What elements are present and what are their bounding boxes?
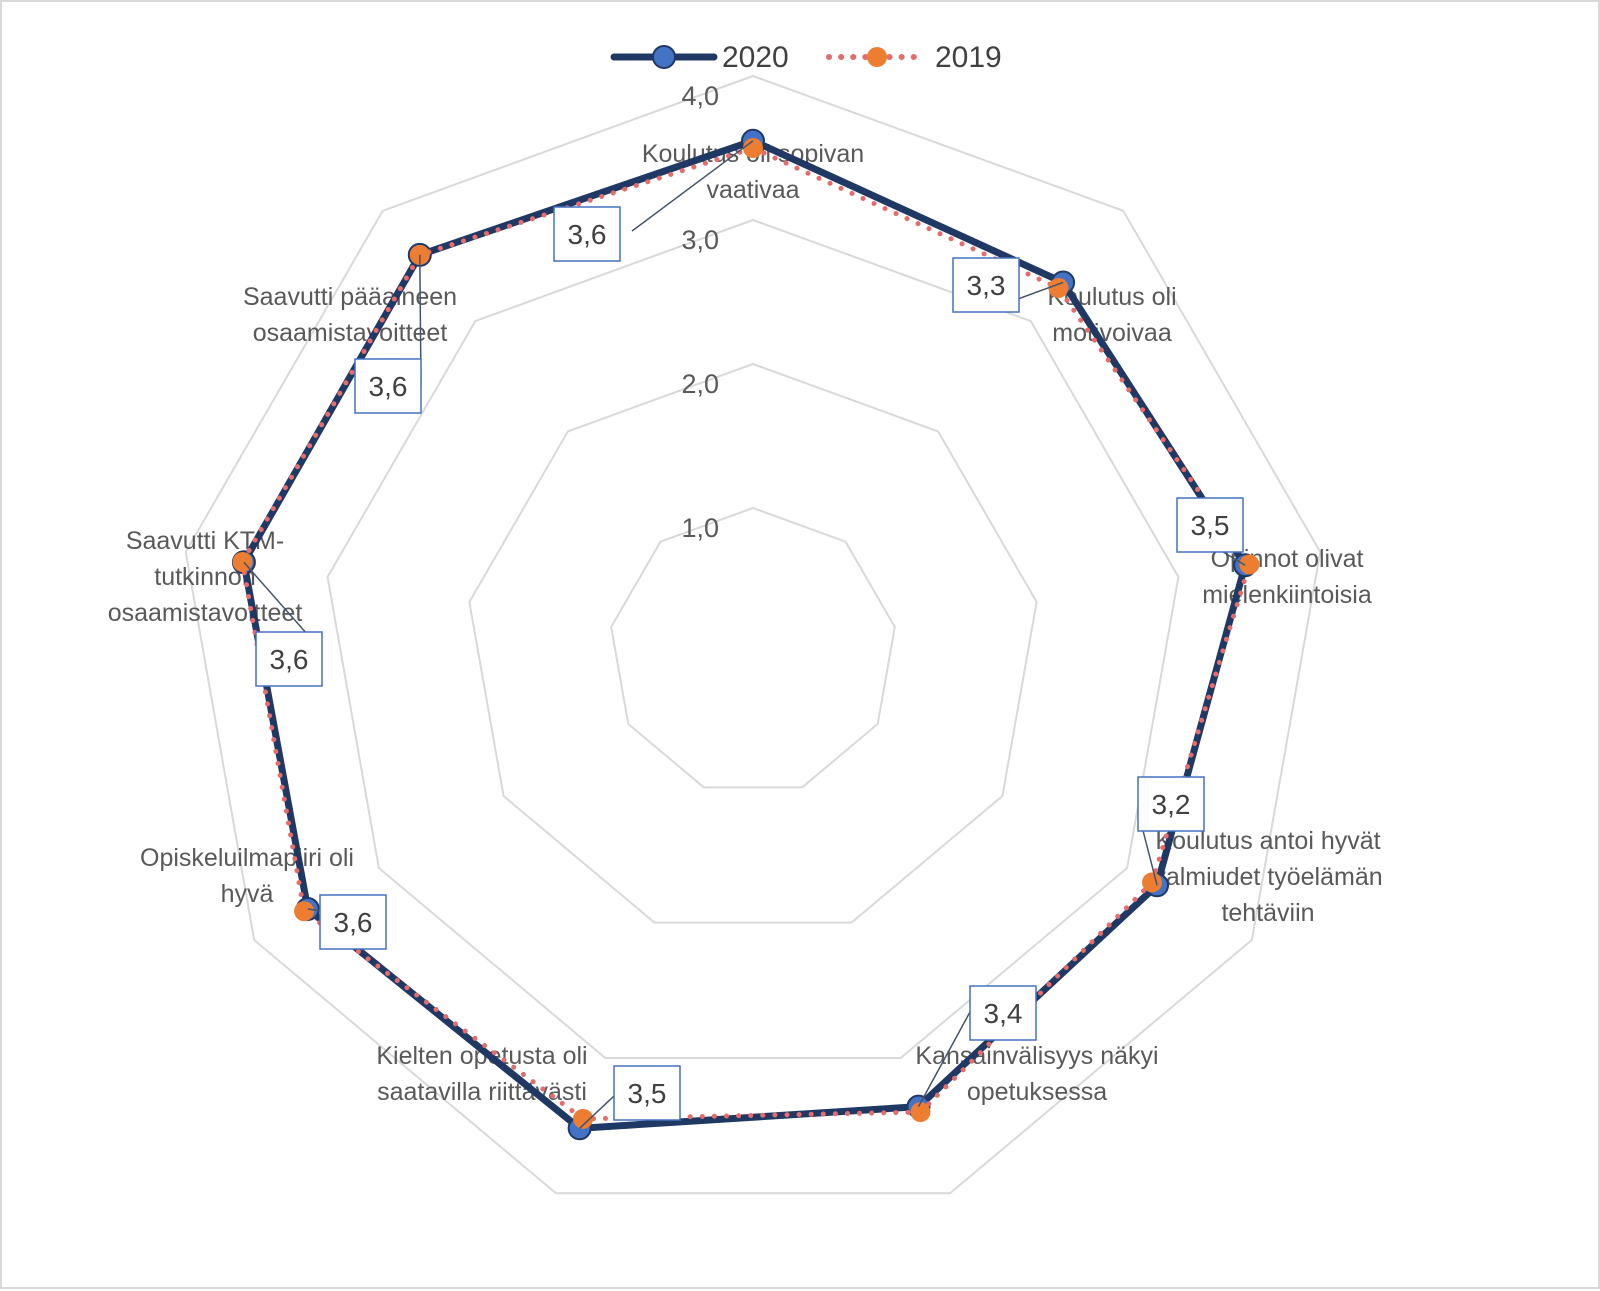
data-point-2019: [1142, 872, 1163, 893]
data-label: 3,5: [628, 1078, 667, 1109]
data-label: 3,6: [568, 219, 607, 250]
category-label: mielenkiintoisia: [1202, 581, 1372, 609]
legend-label-2020: 2020: [722, 41, 789, 74]
data-label-box: [969, 985, 1037, 1041]
data-point-2019: [743, 138, 763, 158]
r-tick-label: 3,0: [681, 225, 719, 255]
legend-marker-2019: [867, 47, 887, 67]
data-label: 3,6: [334, 907, 373, 938]
data-label-box: [354, 358, 422, 414]
data-label: 3,3: [967, 270, 1006, 301]
data-label-box: [553, 206, 621, 262]
series-line-2020: [240, 137, 1249, 1132]
gridline-ring: [184, 74, 1322, 1195]
data-point-2019: [573, 1108, 594, 1129]
category-label: Saavutti pääaineen: [243, 283, 457, 311]
data-label: 3,6: [270, 644, 309, 675]
data-label-box: [319, 894, 387, 950]
data-point-2019: [1239, 554, 1260, 575]
category-label: valmiudet työelämän: [1153, 863, 1382, 891]
category-label: Kansainvälisyys näkyi: [915, 1042, 1158, 1070]
data-label-box: [952, 257, 1020, 313]
data-label: 3,6: [369, 371, 408, 402]
leader-line: [631, 140, 754, 232]
data-point-2019: [1048, 277, 1069, 298]
legend-label-2019: 2019: [935, 41, 1002, 74]
data-point-2019: [910, 1102, 931, 1123]
data-label: 3,5: [1191, 510, 1230, 541]
data-label: 3,2: [1152, 789, 1191, 820]
category-label: Opiskeluilmapiiri oli: [140, 844, 354, 872]
series-line-2019: [239, 145, 1253, 1122]
leader-line: [917, 1011, 971, 1108]
category-label: osaamistavoitteet: [253, 319, 448, 347]
r-tick-label: 2,0: [681, 369, 719, 399]
data-label-box: [613, 1065, 681, 1121]
gridline-ring: [468, 362, 1038, 924]
gridline-ring: [326, 218, 1180, 1059]
r-tick-label: 1,0: [681, 513, 719, 543]
data-label-box: [1176, 497, 1244, 553]
category-label: opetuksessa: [967, 1078, 1107, 1106]
r-tick-label: 4,0: [681, 81, 719, 111]
data-label-box: [1137, 776, 1205, 832]
category-label: osaamistavoitteet: [108, 599, 303, 627]
category-label: hyvä: [221, 880, 274, 908]
category-label: motivoivaa: [1052, 319, 1172, 347]
data-label: 3,4: [984, 998, 1023, 1029]
category-label: vaativaa: [706, 176, 799, 204]
legend-marker-2020: [652, 45, 676, 69]
category-label: tehtäviin: [1221, 899, 1314, 927]
category-label: saatavilla riittävästi: [377, 1078, 587, 1106]
data-point-2019: [294, 901, 315, 922]
gridline-ring: [610, 506, 896, 789]
data-label-box: [255, 631, 323, 687]
